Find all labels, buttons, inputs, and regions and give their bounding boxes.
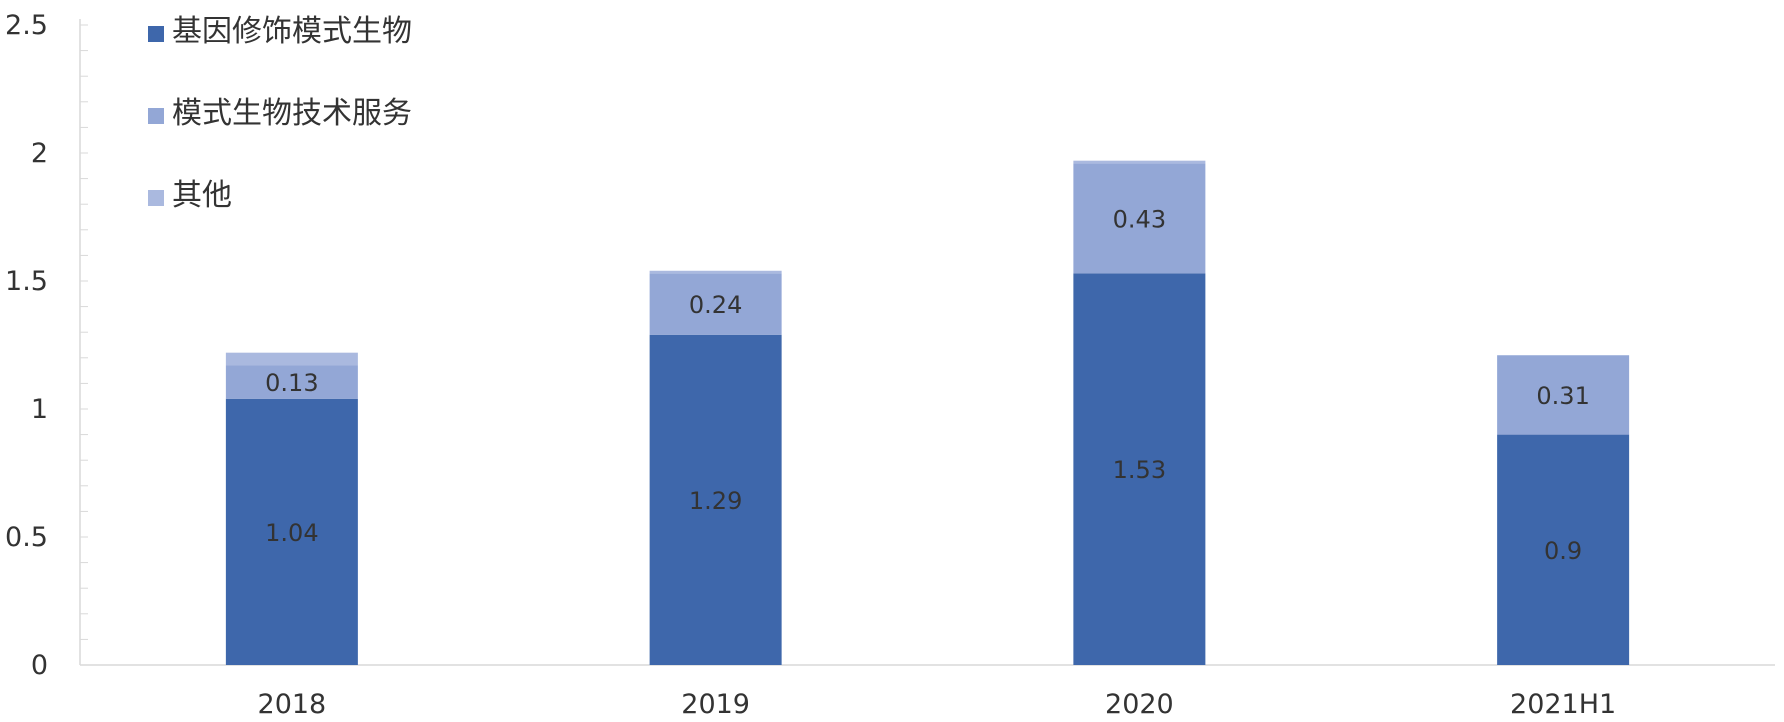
bar-segment xyxy=(225,398,358,665)
data-label: 0.24 xyxy=(689,291,742,319)
data-label: 1.04 xyxy=(265,519,318,547)
x-tick-label: 2018 xyxy=(258,689,327,720)
legend-label: 模式生物技术服务 xyxy=(172,96,412,131)
data-label: 0.13 xyxy=(265,369,318,397)
bar-segment xyxy=(225,352,358,366)
legend-swatch xyxy=(148,108,164,124)
data-label: 1.53 xyxy=(1113,456,1166,484)
x-tick-label: 2021H1 xyxy=(1510,689,1616,720)
bar-segment xyxy=(225,365,358,399)
data-label: 0.9 xyxy=(1544,537,1582,565)
bar-segment xyxy=(1073,163,1206,274)
bar-segment xyxy=(1073,273,1206,665)
legend-label: 基因修饰模式生物 xyxy=(172,14,412,49)
data-label: 0.43 xyxy=(1113,205,1166,233)
x-tick-label: 2019 xyxy=(681,689,750,720)
data-label: 0.31 xyxy=(1536,382,1589,410)
bar-segment xyxy=(1497,355,1630,435)
bar-segment xyxy=(649,270,782,274)
bar-segment xyxy=(1073,160,1206,164)
y-tick-label: 2 xyxy=(31,138,48,169)
legend-swatch xyxy=(148,26,164,42)
x-tick-label: 2020 xyxy=(1105,689,1174,720)
bar-segment xyxy=(1497,434,1630,665)
y-tick-label: 0 xyxy=(31,650,48,681)
y-tick-label: 0.5 xyxy=(5,522,48,553)
y-tick-label: 1.5 xyxy=(5,266,48,297)
bar-segment xyxy=(649,273,782,335)
y-tick-label: 2.5 xyxy=(5,10,48,41)
legend-swatch xyxy=(148,190,164,206)
data-label: 1.29 xyxy=(689,487,742,515)
bar-segment xyxy=(649,334,782,665)
y-tick-label: 1 xyxy=(31,394,48,425)
legend-label: 其他 xyxy=(172,178,232,213)
